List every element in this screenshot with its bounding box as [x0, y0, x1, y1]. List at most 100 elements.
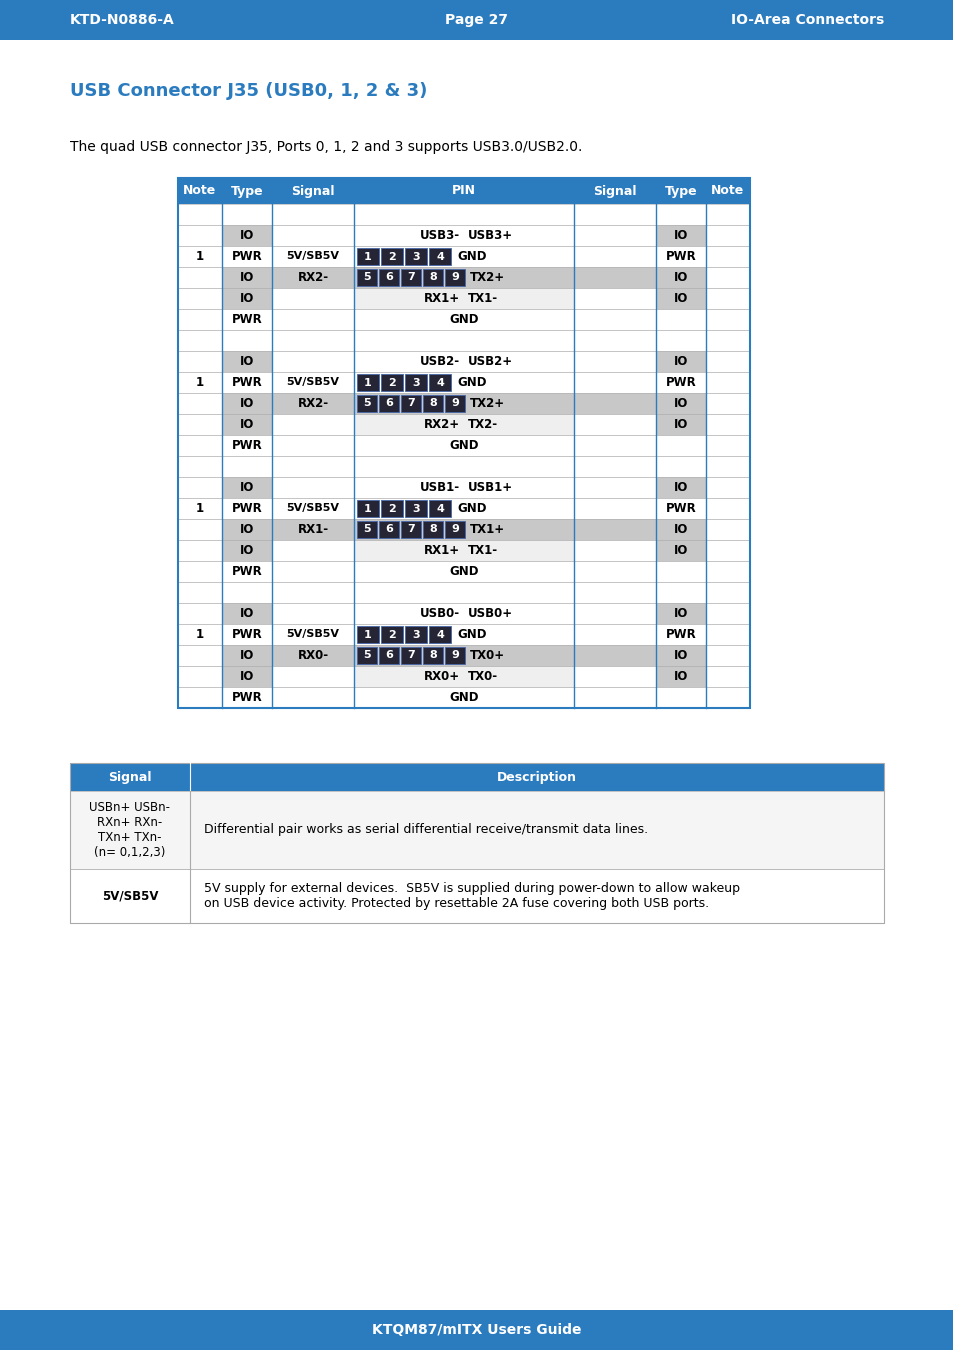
Text: 7: 7: [407, 525, 415, 535]
Bar: [178, 204, 222, 225]
Bar: [272, 204, 354, 225]
Text: GND: GND: [456, 250, 486, 263]
Text: 5: 5: [363, 398, 371, 409]
Text: PWR: PWR: [232, 691, 262, 703]
Text: Signal: Signal: [108, 771, 152, 783]
Text: IO: IO: [673, 608, 687, 620]
Bar: [574, 666, 656, 687]
Bar: [705, 204, 749, 225]
Text: USB3-: USB3-: [419, 230, 459, 242]
Bar: [354, 540, 574, 562]
Bar: [356, 521, 376, 539]
Text: IO: IO: [673, 292, 687, 305]
Text: IO: IO: [239, 649, 253, 662]
Bar: [178, 225, 222, 246]
Bar: [272, 540, 354, 562]
Bar: [272, 435, 354, 456]
Text: PWR: PWR: [232, 502, 262, 514]
Bar: [354, 288, 574, 309]
Text: IO: IO: [673, 271, 687, 284]
Bar: [354, 562, 574, 582]
Bar: [656, 204, 705, 225]
Bar: [70, 763, 883, 923]
Bar: [354, 414, 574, 435]
Bar: [222, 329, 272, 351]
Bar: [705, 456, 749, 477]
Text: 6: 6: [385, 273, 393, 282]
Text: TX1-: TX1-: [468, 292, 497, 305]
Bar: [380, 626, 402, 643]
Text: 8: 8: [429, 525, 436, 535]
Text: Type: Type: [664, 185, 697, 197]
Bar: [705, 309, 749, 329]
Bar: [272, 373, 354, 393]
Bar: [222, 456, 272, 477]
Bar: [574, 477, 656, 498]
Text: 5: 5: [363, 273, 371, 282]
Text: USB2+: USB2+: [468, 355, 513, 369]
Bar: [405, 626, 427, 643]
Bar: [422, 521, 442, 539]
Bar: [705, 435, 749, 456]
Text: 2: 2: [388, 251, 395, 262]
Bar: [354, 603, 574, 624]
Text: TX2+: TX2+: [470, 397, 504, 410]
Text: 1: 1: [195, 250, 204, 263]
Text: IO-Area Connectors: IO-Area Connectors: [730, 14, 883, 27]
Bar: [429, 500, 451, 517]
Bar: [354, 624, 574, 645]
Bar: [354, 498, 574, 518]
Bar: [656, 687, 705, 707]
Text: 5V/SB5V: 5V/SB5V: [102, 890, 158, 903]
Text: 8: 8: [429, 651, 436, 660]
Bar: [222, 562, 272, 582]
Bar: [354, 477, 574, 498]
Bar: [354, 351, 574, 373]
Bar: [422, 647, 442, 664]
Text: IO: IO: [239, 418, 253, 431]
Bar: [272, 288, 354, 309]
Text: 1: 1: [364, 504, 372, 513]
Bar: [429, 374, 451, 392]
Bar: [0, 1310, 953, 1350]
Bar: [405, 248, 427, 265]
Bar: [380, 248, 402, 265]
Text: PIN: PIN: [452, 185, 476, 197]
Bar: [656, 225, 705, 246]
Text: TX1-: TX1-: [468, 544, 497, 558]
Text: 4: 4: [436, 504, 443, 513]
Bar: [574, 687, 656, 707]
Bar: [705, 645, 749, 666]
Text: 8: 8: [429, 273, 436, 282]
Bar: [354, 435, 574, 456]
Bar: [705, 477, 749, 498]
Bar: [656, 414, 705, 435]
Bar: [222, 624, 272, 645]
Bar: [178, 393, 222, 414]
Bar: [705, 393, 749, 414]
Bar: [178, 435, 222, 456]
Bar: [222, 246, 272, 267]
Bar: [656, 393, 705, 414]
Text: 9: 9: [451, 525, 458, 535]
Bar: [222, 309, 272, 329]
Bar: [178, 603, 222, 624]
Bar: [178, 373, 222, 393]
Bar: [222, 267, 272, 288]
Text: RX1+: RX1+: [423, 544, 459, 558]
Text: USB0-: USB0-: [419, 608, 459, 620]
Bar: [354, 178, 574, 204]
Bar: [272, 498, 354, 518]
Bar: [574, 562, 656, 582]
Bar: [272, 351, 354, 373]
Text: RX0+: RX0+: [423, 670, 459, 683]
Bar: [222, 687, 272, 707]
Bar: [574, 204, 656, 225]
Bar: [378, 521, 398, 539]
Bar: [178, 414, 222, 435]
Bar: [272, 267, 354, 288]
Bar: [405, 500, 427, 517]
Bar: [656, 666, 705, 687]
Text: 6: 6: [385, 525, 393, 535]
Text: 5V/SB5V: 5V/SB5V: [286, 251, 339, 262]
